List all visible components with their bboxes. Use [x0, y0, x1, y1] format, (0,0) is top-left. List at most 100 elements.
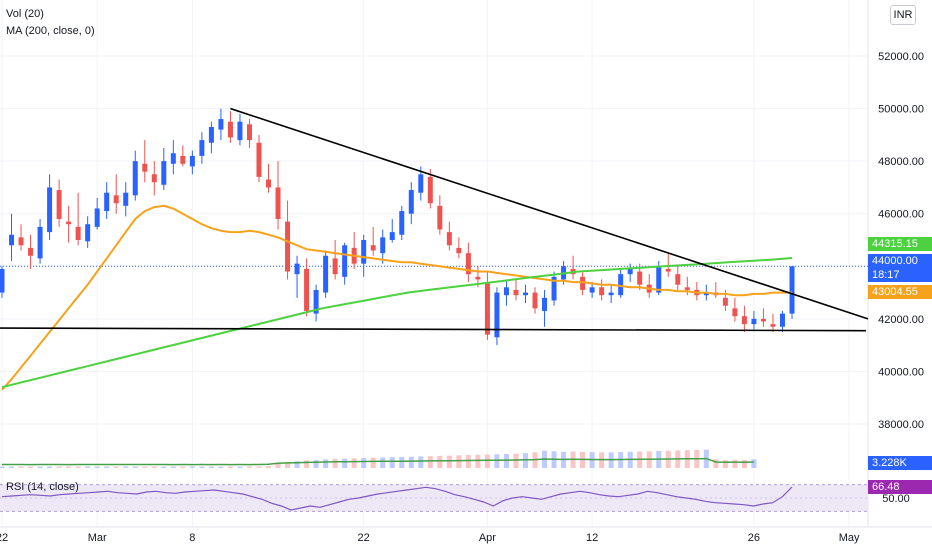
- candle-body: [513, 289, 519, 296]
- volume-bar: [66, 466, 72, 468]
- candle-body: [56, 190, 62, 219]
- volume-bar: [237, 466, 243, 468]
- volume-bar: [18, 466, 24, 468]
- ma-indicator-label[interactable]: MA (200, close, 0): [6, 25, 95, 37]
- candle-body: [161, 161, 167, 185]
- candle-body: [246, 124, 252, 141]
- candles: [0, 108, 795, 346]
- candle-body: [199, 140, 205, 156]
- volume-bar: [56, 466, 62, 468]
- ma-short-line: [1, 204, 793, 391]
- candle-body: [37, 226, 43, 259]
- y-tick-label: 52000.00: [878, 51, 924, 63]
- candle-body: [684, 287, 690, 290]
- x-tick-label: Apr: [479, 532, 496, 544]
- volume-bar: [418, 456, 424, 468]
- rsi-indicator-label[interactable]: RSI (14, close): [6, 481, 79, 493]
- rsi-value-tag: 66.48: [868, 480, 932, 494]
- candle-body: [665, 268, 671, 272]
- candle-body: [732, 308, 738, 317]
- candle-body: [675, 274, 681, 285]
- y-tick-label: 42000.00: [878, 314, 924, 326]
- y-tick-label: 40000.00: [878, 366, 924, 378]
- volume-bar: [266, 466, 272, 468]
- candle-body: [532, 292, 538, 309]
- candle-body: [465, 253, 471, 275]
- candle-body: [323, 255, 329, 293]
- volume-bar: [208, 466, 214, 468]
- x-tick-label: 26: [748, 532, 760, 544]
- x-tick-label: 22: [0, 532, 8, 544]
- candle-body: [618, 274, 624, 296]
- x-tick-label: Mar: [88, 532, 107, 544]
- volume-bar: [123, 466, 129, 468]
- candle-body: [722, 297, 728, 306]
- volume-bar: [713, 459, 719, 468]
- candle-body: [189, 155, 195, 167]
- x-tick-label: May: [839, 532, 860, 544]
- candle-body: [627, 268, 633, 275]
- volume-bar: [475, 454, 481, 468]
- ma-long-line: [1, 257, 793, 389]
- volume-bar: [47, 466, 53, 468]
- y-tick-label: 50000.00: [878, 104, 924, 116]
- rsi-axis-label: 50.00: [882, 493, 910, 505]
- candle-body: [123, 192, 129, 206]
- volume-bar: [342, 458, 348, 468]
- candle-body: [446, 232, 452, 246]
- x-tick-label: 8: [189, 532, 195, 544]
- candle-body: [789, 266, 795, 314]
- currency-button[interactable]: INR: [890, 5, 916, 25]
- candle-body: [304, 268, 310, 311]
- volume-bar: [227, 466, 233, 468]
- volume-bar: [104, 466, 110, 468]
- volume-bar: [94, 466, 100, 468]
- candle-body: [703, 292, 709, 296]
- candle-body: [399, 211, 405, 235]
- candle-body: [779, 313, 785, 327]
- volume-bar: [85, 466, 91, 468]
- candle-body: [370, 245, 376, 251]
- volume-bar: [170, 466, 176, 468]
- y-tick-label: 46000.00: [878, 209, 924, 221]
- candle-body: [285, 221, 291, 272]
- candle-body: [151, 174, 157, 183]
- candle-body: [580, 276, 586, 290]
- candle-body: [418, 174, 424, 193]
- volume-bar: [180, 466, 186, 468]
- volume-ma-line: [2, 457, 754, 466]
- volume-bar: [351, 458, 357, 468]
- candle-body: [656, 266, 662, 293]
- volume-bar: [323, 459, 329, 468]
- candle-body: [275, 187, 281, 219]
- x-tick-label: 12: [586, 532, 598, 544]
- candle-body: [437, 205, 443, 230]
- volume-tag: 3.228K: [868, 456, 932, 470]
- volume-bar: [285, 462, 291, 468]
- candle-body: [484, 282, 490, 335]
- volume-bar: [722, 459, 728, 468]
- volume-bar: [151, 466, 157, 468]
- candle-body: [637, 271, 643, 285]
- candle-body: [760, 318, 766, 322]
- x-tick-label: 22: [358, 532, 370, 544]
- candle-body: [18, 237, 24, 246]
- candle-body: [237, 121, 243, 141]
- candle-body: [142, 163, 148, 172]
- volume-bar: [199, 466, 205, 468]
- volume-indicator-label[interactable]: Vol (20): [6, 8, 44, 20]
- volume-bar: [256, 466, 262, 468]
- ma-long-price-tag: 44315.15: [868, 237, 932, 251]
- candle-body: [456, 247, 462, 254]
- trendlines[interactable]: [0, 107, 869, 332]
- volume-bar: [380, 457, 386, 468]
- volume-bar: [313, 459, 319, 468]
- volume-bar: [522, 453, 528, 468]
- candle-body: [361, 240, 367, 264]
- volume-bar: [246, 466, 252, 468]
- candle-body: [9, 234, 15, 246]
- ma-lines: [1, 204, 793, 391]
- candle-body: [522, 292, 528, 296]
- candle-body: [0, 268, 5, 293]
